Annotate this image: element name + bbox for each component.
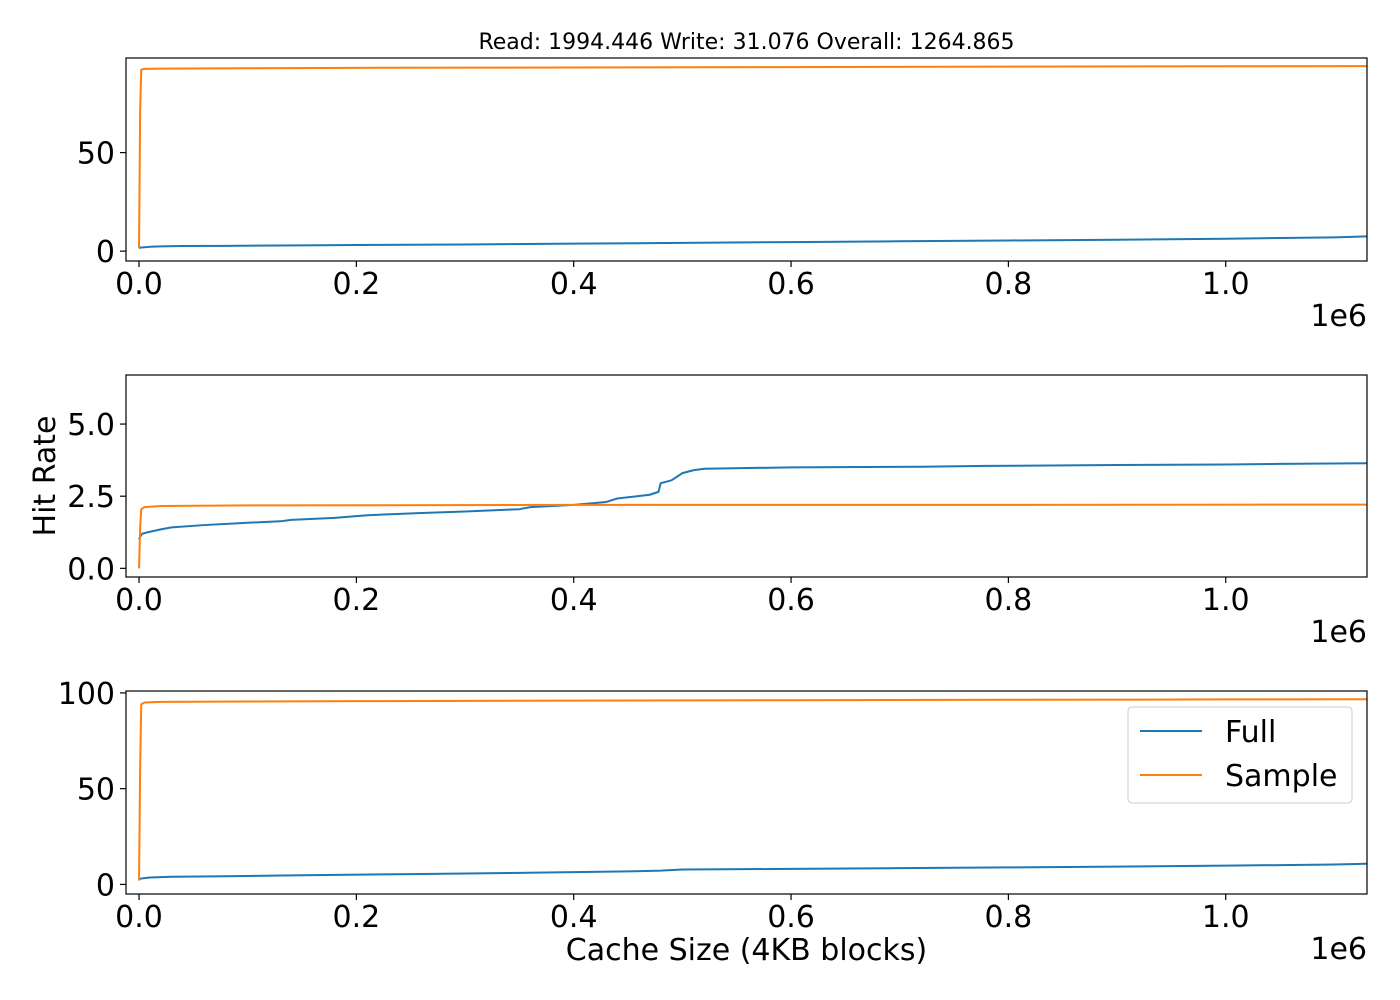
axes-frame	[125, 57, 1368, 262]
x-tick-label: 0.0	[115, 900, 163, 935]
x-tick-label: 0.4	[550, 267, 598, 302]
axes-frame	[125, 690, 1368, 895]
series-line-sample	[138, 65, 1368, 249]
x-tick-label: 0.2	[333, 267, 381, 302]
x-tick-label: 1.0	[1202, 267, 1250, 302]
y-axis-label: Hit Rate	[28, 416, 63, 537]
x-tick-label: 0.0	[115, 583, 163, 618]
series-line-sample	[138, 503, 1368, 569]
y-tick-label: 0	[96, 235, 115, 270]
y-tick-label: 50	[77, 137, 115, 172]
x-offset-text: 1e6	[1310, 299, 1367, 334]
series-line-sample	[138, 698, 1368, 881]
x-tick-label: 0.8	[985, 267, 1033, 302]
x-tick-label: 0.6	[767, 583, 815, 618]
x-tick-label: 0.6	[767, 267, 815, 302]
x-offset-text: 1e6	[1310, 932, 1367, 967]
y-tick-label: 0.0	[67, 552, 115, 587]
x-tick-label: 1.0	[1202, 900, 1250, 935]
y-tick-label: 50	[77, 773, 115, 808]
y-tick-label: 5.0	[67, 408, 115, 443]
x-tick-label: 0.2	[333, 583, 381, 618]
y-tick-label: 0	[96, 868, 115, 903]
x-offset-text: 1e6	[1310, 615, 1367, 650]
x-tick-label: 0.2	[333, 900, 381, 935]
y-tick-label: 2.5	[67, 480, 115, 515]
chart-title: Read: 1994.446 Write: 31.076 Overall: 12…	[478, 30, 1014, 55]
x-tick-label: 0.0	[115, 267, 163, 302]
x-tick-label: 0.8	[985, 583, 1033, 618]
x-tick-label: 0.6	[767, 900, 815, 935]
y-tick-label: 100	[58, 677, 115, 712]
axes-frame	[125, 374, 1368, 578]
series-line-full	[138, 235, 1368, 250]
x-tick-label: 0.4	[550, 583, 598, 618]
x-tick-label: 1.0	[1202, 583, 1250, 618]
x-tick-label: 0.4	[550, 900, 598, 935]
legend-label-sample: Sample	[1225, 759, 1338, 794]
legend-label-full: Full	[1225, 715, 1276, 750]
series-line-full	[138, 862, 1368, 881]
series-line-full	[138, 462, 1368, 540]
x-axis-label: Cache Size (4KB blocks)	[566, 933, 927, 968]
x-tick-label: 0.8	[985, 900, 1033, 935]
